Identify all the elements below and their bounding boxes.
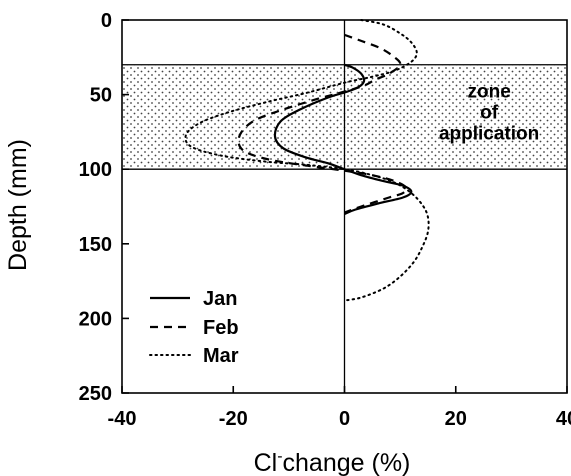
x-axis-title: Cl-change (%) xyxy=(254,448,411,476)
zone-label-line-zone: zone xyxy=(467,82,510,103)
series-line-mar xyxy=(184,19,430,302)
legend-label-mar: Mar xyxy=(203,345,239,367)
series-line-jan xyxy=(273,63,413,216)
y-tick-label-5: 250 xyxy=(79,383,112,405)
y-tick-label-2: 100 xyxy=(79,159,112,181)
y-tick-label-4: 200 xyxy=(79,308,112,330)
x-tick-label-4: 40 xyxy=(556,408,571,430)
zone-label-line-application: application xyxy=(439,123,539,144)
y-tick-label-0: 0 xyxy=(101,10,112,32)
y-tick-label-1: 50 xyxy=(90,85,112,107)
x-tick-label-3: 20 xyxy=(445,408,467,430)
x-tick-label-0: -40 xyxy=(108,408,137,430)
legend: Jan Feb Mar xyxy=(149,288,239,367)
x-tick-label-2: 0 xyxy=(339,408,350,430)
zone-label-line-of: of xyxy=(480,102,499,123)
x-tick-label-1: -20 xyxy=(219,408,248,430)
legend-label-jan: Jan xyxy=(203,288,237,310)
y-axis-ticks: 0 50 100 150 200 250 xyxy=(79,10,129,405)
series-line-feb xyxy=(237,33,408,214)
y-tick-label-3: 150 xyxy=(79,234,112,256)
x-axis-ticks: -40 -20 0 20 40 xyxy=(108,386,571,430)
y-axis-title: Depth (mm) xyxy=(4,139,32,271)
legend-label-feb: Feb xyxy=(203,317,239,339)
